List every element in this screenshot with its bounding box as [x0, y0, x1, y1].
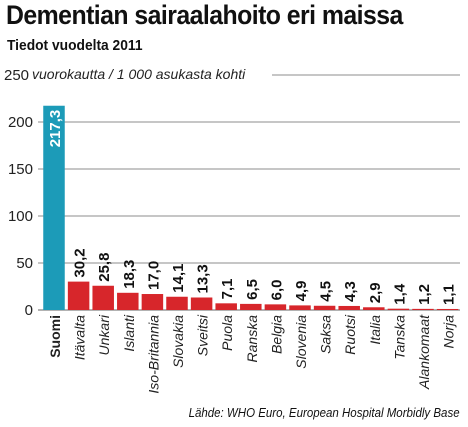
value-label: 30,2	[72, 248, 89, 277]
value-label: 25,8	[96, 253, 113, 282]
value-label: 4,5	[318, 281, 335, 302]
category-label: Ranska	[244, 315, 260, 363]
value-label: 17,0	[145, 261, 162, 290]
value-label: 6,0	[268, 280, 285, 301]
bar-suomi	[43, 105, 65, 310]
y-tick-label: 50	[16, 255, 33, 272]
value-label: 1,2	[416, 284, 433, 305]
category-label: Slovakia	[170, 315, 186, 368]
bar-sveitsi	[190, 297, 213, 310]
value-label: 7,1	[219, 278, 236, 299]
category-label: Iso-Britannia	[145, 315, 161, 394]
chart-title: Dementian sairaalahoito eri maissa	[6, 0, 403, 30]
category-label: Tanska	[391, 315, 407, 360]
bar-slovenia	[289, 305, 311, 310]
value-label: 2,9	[367, 282, 384, 303]
category-label: Unkari	[96, 314, 112, 355]
bar-unkari	[92, 285, 114, 310]
bar-chart: 0 50 100 150 200 250 217,3 Suomi 30,2 Itävalta 25,…	[4, 66, 460, 394]
bar-saksa	[313, 305, 336, 310]
bar-puola	[215, 303, 237, 310]
category-label: Suomi	[47, 315, 63, 358]
value-label: 4,9	[293, 281, 310, 302]
category-label: Puola	[219, 315, 235, 351]
value-label: 13,3	[195, 264, 212, 293]
y-tick-label: 250	[4, 67, 29, 84]
bar-italia	[363, 307, 385, 310]
bar-tanska	[387, 308, 410, 310]
category-label: Italia	[367, 315, 383, 345]
bar-ruotsi	[338, 305, 360, 310]
value-label: 14,1	[170, 264, 187, 293]
value-label: 217,3	[47, 110, 64, 148]
bar-alankomaat	[412, 308, 434, 310]
bar-iso-britannia	[141, 294, 164, 310]
bar-slovakia	[166, 296, 188, 310]
y-tick-label: 100	[8, 208, 33, 225]
label-layer: 0 50 100 150 200 250 217,3 Suomi 30,2 Itävalta 25,…	[4, 67, 458, 394]
category-label: Slovenia	[293, 315, 309, 369]
category-label: Belgia	[268, 315, 284, 354]
bar-islanti	[117, 292, 139, 310]
y-tick-label: 200	[8, 114, 33, 131]
category-label: Itävalta	[72, 315, 88, 360]
bar-belgia	[264, 304, 287, 310]
category-label: Norja	[441, 315, 457, 349]
category-label: Sveitsi	[195, 314, 211, 356]
value-label: 4,3	[342, 281, 359, 302]
source-note: Lähde: WHO Euro, European Hospital Morbi…	[188, 406, 460, 420]
value-label: 18,3	[121, 260, 138, 289]
category-label: Saksa	[318, 315, 334, 354]
y-tick-label: 0	[25, 302, 33, 319]
bar-norja	[436, 308, 459, 310]
category-label: Alankomaat	[416, 314, 432, 390]
bar-it-valta	[67, 281, 90, 310]
y-tick-label: 150	[8, 161, 33, 178]
category-label: Islanti	[121, 314, 137, 351]
y-axis-label: vuorokautta / 1 000 asukasta kohti	[32, 66, 246, 82]
value-label: 1,4	[391, 283, 408, 305]
value-label: 1,1	[441, 284, 458, 305]
value-label: 6,5	[244, 279, 261, 300]
bar-ranska	[240, 303, 262, 310]
category-label: Ruotsi	[342, 314, 358, 355]
chart-subtitle: Tiedot vuodelta 2011	[7, 37, 143, 54]
bar-layer	[43, 105, 459, 310]
